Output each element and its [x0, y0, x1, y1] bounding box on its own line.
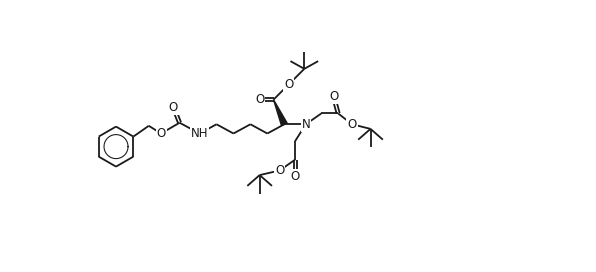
Polygon shape	[274, 100, 287, 125]
Text: O: O	[347, 118, 356, 131]
Text: O: O	[169, 101, 178, 114]
Text: O: O	[329, 90, 338, 103]
Text: O: O	[255, 93, 264, 106]
Text: N: N	[302, 118, 311, 131]
Text: NH: NH	[191, 127, 209, 140]
Text: O: O	[157, 127, 166, 140]
Text: O: O	[275, 164, 284, 177]
Text: O: O	[284, 78, 294, 91]
Text: O: O	[290, 170, 300, 183]
